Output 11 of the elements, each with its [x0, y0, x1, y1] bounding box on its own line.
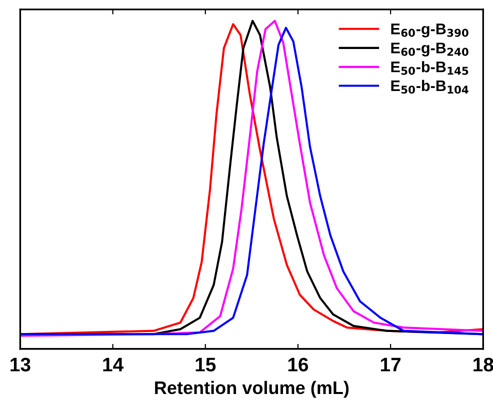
x-tick-label: 16	[288, 358, 308, 372]
x-tick-label: 17	[380, 358, 401, 372]
x-tick-label: 18	[474, 358, 493, 372]
x-axis-title: Retention volume (mL)	[155, 380, 349, 398]
legend-label: E$_{50}$-b-B$_{145}$	[391, 61, 468, 75]
x-tick-label: 14	[103, 358, 124, 372]
x-tick-label: 13	[10, 358, 30, 372]
legend-label: E$_{60}$-g-B$_{390}$	[391, 24, 468, 38]
x-tick-label: 15	[196, 358, 216, 372]
legend-label: E$_{60}$-g-B$_{240}$	[391, 42, 468, 56]
legend-label: E$_{50}$-b-B$_{104}$	[391, 80, 468, 94]
